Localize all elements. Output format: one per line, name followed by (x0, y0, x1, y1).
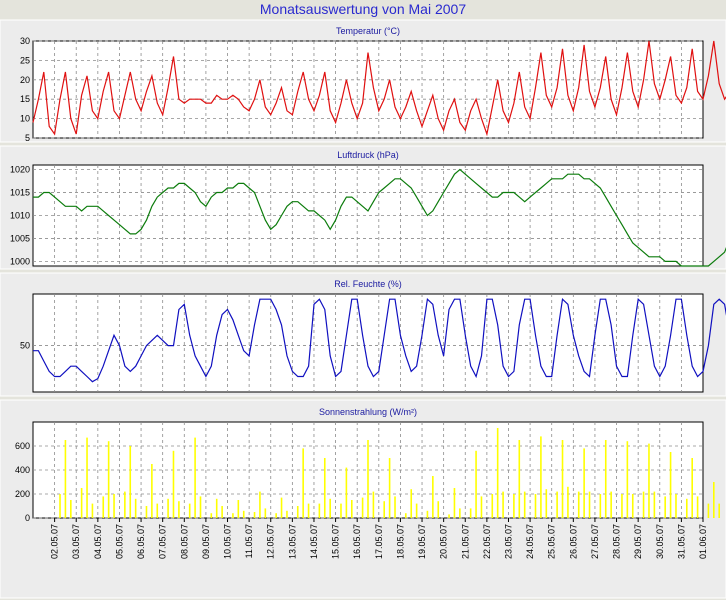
pressure-ytick-label: 1020 (10, 165, 30, 175)
x-tick-label: 05.05.07 (114, 524, 124, 559)
pressure-ytick-label: 1010 (10, 211, 30, 221)
x-tick-label: 24.05.07 (525, 524, 535, 559)
x-tick-label: 10.05.07 (223, 524, 233, 559)
humidity-plot-area (32, 293, 704, 393)
x-tick-label: 17.05.07 (374, 524, 384, 559)
x-tick-label: 27.05.07 (590, 524, 600, 559)
page-title: Monatsauswertung von Mai 2007 (259, 1, 467, 17)
x-tick-label: 04.05.07 (93, 524, 103, 559)
pressure-ytick-label: 1000 (10, 256, 30, 266)
x-tick-label: 19.05.07 (417, 524, 427, 559)
x-tick-label: 23.05.07 (503, 524, 513, 559)
temperature-ytick-label: 5 (25, 133, 30, 143)
temperature-title: Temperatur (°C) (336, 26, 400, 36)
x-tick-label: 11.05.07 (244, 524, 254, 558)
x-tick-label: 29.05.07 (633, 524, 643, 559)
x-tick-label: 12.05.07 (266, 524, 276, 559)
radiation-ytick-label: 200 (15, 489, 30, 499)
radiation-ytick-label: 0 (25, 513, 30, 523)
x-tick-label: 06.05.07 (136, 524, 146, 559)
x-tick-label: 14.05.07 (309, 524, 319, 559)
pressure-ytick-label: 1015 (10, 188, 30, 198)
temperature-series-line (32, 40, 726, 137)
x-tick-label: 08.05.07 (179, 524, 189, 559)
humidity-series-line (33, 297, 726, 383)
radiation-ytick-label: 400 (15, 465, 30, 475)
x-tick-label: 26.05.07 (568, 524, 578, 559)
x-tick-label: 13.05.07 (287, 524, 297, 559)
humidity-ytick-label: 50 (20, 341, 30, 351)
temperature-ytick-label: 30 (20, 36, 30, 46)
pressure-ytick-label: 1005 (10, 233, 30, 243)
x-tick-label: 21.05.07 (460, 524, 470, 559)
temperature-ytick-label: 15 (20, 94, 30, 104)
humidity-title: Rel. Feuchte (%) (334, 279, 402, 289)
pressure-series-line (33, 168, 726, 267)
x-tick-label: 28.05.07 (612, 524, 622, 559)
pressure-plot-area (32, 164, 704, 267)
x-tick-label: 02.05.07 (50, 524, 60, 559)
x-tick-label: 01.06.07 (698, 524, 708, 559)
temperature-ytick-label: 25 (20, 55, 30, 65)
temperature-ytick-label: 10 (20, 114, 30, 124)
x-tick-label: 07.05.07 (158, 524, 168, 559)
radiation-ytick-label: 600 (15, 441, 30, 451)
x-tick-label: 31.05.07 (676, 524, 686, 559)
x-tick-label: 09.05.07 (201, 524, 211, 559)
x-tick-label: 25.05.07 (547, 524, 557, 559)
x-tick-label: 20.05.07 (439, 524, 449, 559)
temperature-ytick-label: 20 (20, 75, 30, 85)
x-tick-label: 16.05.07 (352, 524, 362, 559)
x-tick-label: 15.05.07 (331, 524, 341, 559)
radiation-title: Sonnenstrahlung (W/m²) (319, 407, 417, 417)
x-tick-label: 22.05.07 (482, 524, 492, 559)
x-tick-label: 18.05.07 (395, 524, 405, 559)
x-tick-label: 30.05.07 (655, 524, 665, 559)
x-tick-label: 03.05.07 (71, 524, 81, 559)
pressure-title: Luftdruck (hPa) (337, 150, 399, 160)
